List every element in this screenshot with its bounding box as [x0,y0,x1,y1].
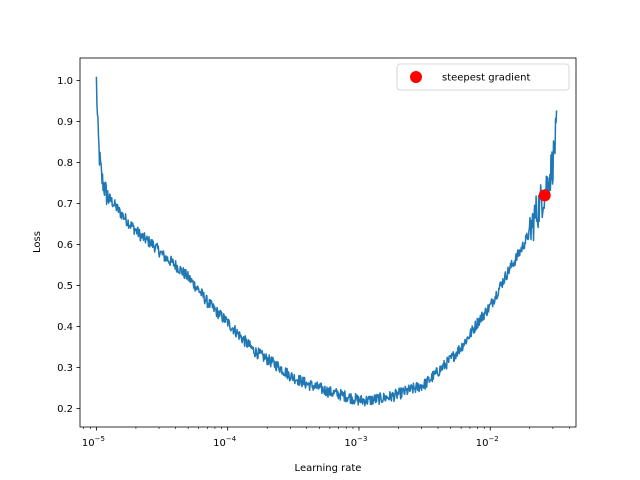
y-tick-label: 1.0 [57,76,73,87]
x-tick-label: 10−4 [213,435,237,449]
x-tick-label: 10−5 [82,435,105,449]
y-tick-label: 0.2 [57,404,73,415]
axes-frame [79,57,577,428]
y-axis-title: Loss [32,231,43,253]
y-tick-label: 0.4 [57,322,73,333]
y-axis: 0.2 0.3 0.4 0.5 0.6 0.7 0.8 0.9 1.0 [57,76,80,415]
plot-area [79,57,577,428]
x-axis: 10−5 10−4 10−3 10−2 [82,427,570,449]
marker-layer [538,189,551,202]
y-tick-label: 0.7 [57,199,73,210]
loss-series-line [95,76,558,407]
x-tick-label: 10−3 [344,435,367,449]
x-tick-label: 10−2 [476,435,499,449]
y-tick-label: 0.5 [57,281,73,292]
series-layer [95,76,558,407]
legend-label: steepest gradient [442,73,530,84]
legend: steepest gradient [396,63,570,91]
y-tick-label: 0.6 [57,240,73,251]
y-tick-label: 0.9 [57,117,73,128]
y-tick-label: 0.3 [57,363,73,374]
x-axis-title: Learning rate [295,463,362,474]
legend-marker-dot [410,71,422,83]
y-tick-label: 0.8 [57,158,73,169]
legend-frame [396,63,570,91]
steepest-gradient-point [538,189,551,202]
